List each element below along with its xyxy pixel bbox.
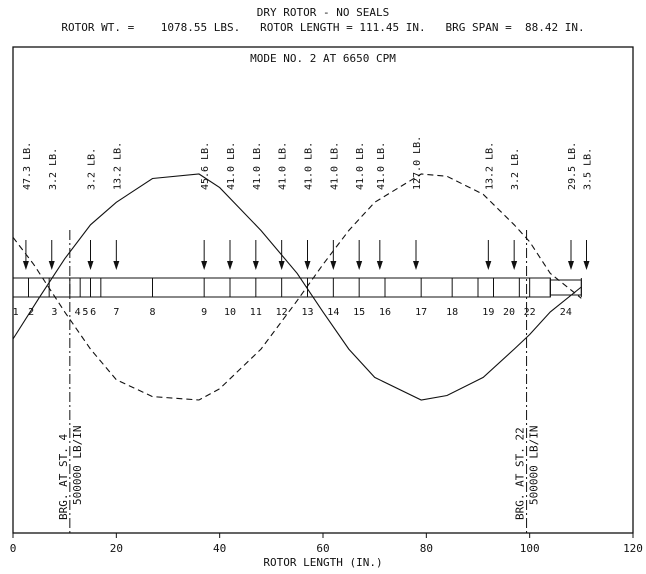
load-arrowhead — [22, 261, 29, 270]
rotor-length: ROTOR LENGTH = 111.45 IN. — [260, 21, 426, 34]
load-label: 41.0 LB. — [355, 142, 366, 190]
station-number: 6 — [90, 307, 96, 318]
load-label: 41.0 LB. — [278, 142, 289, 190]
station-number: 17 — [415, 307, 427, 318]
load-arrowhead — [113, 261, 120, 270]
x-tick-label: 80 — [420, 542, 433, 555]
station-number: 4 — [75, 307, 81, 318]
load-arrowhead — [304, 261, 311, 270]
load-arrowhead — [413, 261, 419, 270]
load-label: 41.0 LB. — [376, 142, 387, 190]
load-arrowhead — [227, 261, 233, 270]
station-number: 11 — [250, 307, 262, 318]
load-label: 13.2 LB. — [112, 142, 123, 190]
station-loads: 47.3 LB. 3.2 LB. 3.2 LB. 13.2 LB. 45.6 LB. 41… — [22, 136, 594, 270]
load-arrowhead — [278, 261, 285, 270]
station-number: 22 — [524, 307, 536, 318]
station-numbers: 1 2 3 4 5 6 7 8 9 10 11 12 13 14 15 16 17 18 19 20 22 24 — [13, 307, 572, 318]
load-label: 29.5 LB. — [567, 142, 578, 190]
rotor-weight: ROTOR WT. = 1078.55 LBS. — [61, 21, 241, 34]
load-arrowhead — [356, 261, 363, 270]
x-axis-label: ROTOR LENGTH (IN.) — [263, 556, 382, 569]
load-arrowhead — [48, 261, 55, 270]
bearing-station-label: BRG. AT ST. 22 — [514, 427, 527, 520]
bearing-stiffness-label: 500000 LB/IN — [71, 426, 84, 505]
load-label: 47.3 LB. — [22, 142, 33, 190]
x-axis: 0 20 40 60 80 100 120 — [10, 533, 643, 555]
load-label: 3.2 LB. — [87, 148, 98, 190]
x-tick-label: 40 — [213, 542, 226, 555]
bearing-stiffness-label: 500000 LB/IN — [528, 426, 541, 505]
station-number: 7 — [113, 307, 119, 318]
station-number: 5 — [82, 307, 88, 318]
station-number: 8 — [149, 307, 155, 318]
load-label: 3.2 LB. — [48, 148, 59, 190]
dashed-mode-curve — [12, 173, 582, 401]
load-arrowhead — [485, 261, 492, 270]
mode-curves — [12, 173, 582, 401]
bearings: BRG. AT ST. 4 500000 LB/IN BRG. AT ST. 22 5… — [57, 230, 541, 533]
station-number: 14 — [327, 307, 339, 318]
load-label: 3.2 LB. — [510, 148, 521, 190]
load-arrowhead — [568, 261, 574, 270]
station-number: 1 — [13, 307, 19, 318]
solid-mode-curve — [12, 173, 582, 401]
station-number: 3 — [51, 307, 57, 318]
station-number: 19 — [482, 307, 494, 318]
station-number: 20 — [503, 307, 515, 318]
load-label: 41.0 LB. — [226, 142, 237, 190]
x-tick-label: 100 — [520, 542, 540, 555]
load-arrowhead — [330, 261, 337, 270]
station-number: 18 — [446, 307, 458, 318]
x-tick-label: 120 — [623, 542, 643, 555]
mode-label: MODE NO. 2 AT 6650 CPM — [250, 52, 396, 65]
load-arrowhead — [87, 261, 94, 270]
shaft-stub — [549, 279, 582, 296]
station-number: 13 — [301, 307, 313, 318]
station-number: 2 — [28, 307, 34, 318]
x-tick-label: 20 — [110, 542, 123, 555]
bearing-span: BRG SPAN = 88.42 IN. — [445, 21, 585, 34]
load-label: 13.2 LB. — [484, 142, 495, 190]
plot-title: DRY ROTOR - NO SEALS — [256, 6, 390, 19]
load-arrowhead — [201, 261, 208, 270]
station-number: 9 — [201, 307, 207, 318]
x-tick-label: 60 — [316, 542, 329, 555]
bearing-station-label: BRG. AT ST. 4 — [57, 434, 70, 520]
station-number: 16 — [379, 307, 391, 318]
load-label: 3.5 LB. — [583, 148, 594, 190]
x-tick-label: 0 — [10, 542, 17, 555]
load-label: 41.0 LB. — [329, 142, 340, 190]
load-label: 45.6 LB. — [200, 142, 211, 190]
load-label: 41.0 LB. — [304, 142, 315, 190]
load-arrowhead — [511, 261, 518, 270]
station-number: 15 — [353, 307, 365, 318]
load-arrowhead — [583, 261, 590, 270]
load-label: 41.0 LB. — [252, 142, 263, 190]
rotor-shaft — [12, 277, 582, 298]
load-arrowhead — [376, 261, 383, 270]
load-label: 127.0 LB. — [412, 136, 423, 190]
rotor-summary-line: ROTOR WT. = 1078.55 LBS. ROTOR LENGTH = … — [0, 21, 646, 34]
station-number: 24 — [560, 307, 572, 318]
station-number: 10 — [224, 307, 236, 318]
station-number: 12 — [276, 307, 288, 318]
load-arrowhead — [252, 261, 259, 270]
